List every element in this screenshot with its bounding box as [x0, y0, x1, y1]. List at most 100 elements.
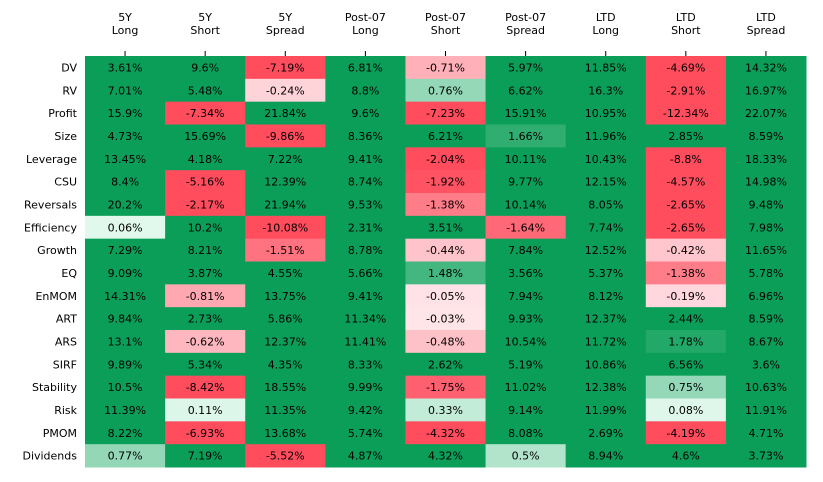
cell-dv-ltd-spread — [725, 56, 807, 80]
cell-pmom-ltd-short — [645, 421, 727, 445]
cell-growth-ltd-spread — [725, 238, 807, 262]
row-label-sirf: SIRF — [53, 358, 77, 371]
cell-label-leverage-5y-spread: 7.22% — [268, 153, 303, 166]
cell-risk-5y-spread — [245, 398, 326, 422]
cell-label-sirf-5y-short: 5.34% — [188, 358, 223, 371]
cell-reversals-post-07-short — [405, 193, 487, 217]
cell-label-dv-post-07-short: -0.71% — [426, 61, 465, 74]
cell-label-dividends-ltd-short: 4.6% — [672, 450, 700, 463]
col-header-post-07-long-line2: Long — [352, 24, 379, 37]
cell-dividends-ltd-long — [565, 444, 647, 468]
cell-label-pmom-5y-long: 8.22% — [108, 427, 143, 440]
row-label-risk: Risk — [54, 404, 77, 417]
cell-label-profit-post-07-spread: 15.91% — [505, 107, 547, 120]
heatmap-cells: 3.61% 9.6% -7.19% 6.81% -0.71% 5.97% 11.85% -4.… — [85, 56, 807, 468]
cell-growth-5y-long — [85, 238, 166, 262]
cell-dv-5y-long — [85, 56, 166, 80]
cell-rv-ltd-short — [645, 78, 727, 103]
cell-label-rv-5y-spread: -0.24% — [266, 84, 305, 97]
cell-pmom-5y-long — [85, 421, 166, 445]
cell-label-dividends-post-07-spread: 0.5% — [512, 450, 540, 463]
cell-label-stability-5y-long: 10.5% — [108, 381, 143, 394]
cell-label-size-5y-short: 15.69% — [184, 130, 226, 143]
cell-label-profit-ltd-long: 10.95% — [585, 107, 627, 120]
cell-label-art-5y-short: 2.73% — [188, 313, 223, 326]
cell-rv-5y-spread — [245, 78, 326, 103]
cell-label-risk-post-07-spread: 9.14% — [508, 404, 543, 417]
cell-profit-post-07-short — [405, 101, 487, 125]
cell-label-dividends-ltd-long: 8.94% — [588, 450, 623, 463]
col-header-5y-short-line1: 5Y — [198, 11, 212, 24]
cell-label-growth-post-07-short: -0.44% — [426, 244, 465, 257]
cell-label-pmom-post-07-long: 5.74% — [348, 427, 383, 440]
row-label-eq: EQ — [61, 267, 77, 280]
cell-label-risk-5y-long: 11.39% — [104, 404, 146, 417]
col-header-5y-long-line1: 5Y — [118, 11, 132, 24]
cell-size-ltd-spread — [725, 124, 807, 148]
cell-dividends-5y-spread — [245, 444, 326, 468]
cell-label-ars-post-07-spread: 10.54% — [505, 335, 547, 348]
cell-art-5y-long — [85, 307, 166, 331]
cell-label-rv-post-07-short: 0.76% — [428, 84, 463, 97]
cell-label-pmom-ltd-spread: 4.71% — [748, 427, 783, 440]
cell-stability-5y-short — [165, 375, 246, 399]
cell-label-profit-5y-short: -7.34% — [186, 107, 225, 120]
cell-efficiency-ltd-short — [645, 215, 727, 240]
cell-label-enmom-5y-spread: 13.75% — [264, 290, 306, 303]
cell-risk-ltd-spread — [725, 398, 807, 422]
cell-label-leverage-ltd-short: -8.8% — [670, 153, 702, 166]
cell-label-csu-5y-short: -5.16% — [186, 176, 225, 189]
cell-dividends-5y-short — [165, 444, 246, 468]
cell-profit-5y-long — [85, 101, 166, 125]
cell-stability-5y-spread — [245, 375, 326, 399]
cell-label-risk-post-07-short: 0.33% — [428, 404, 463, 417]
cell-dividends-post-07-short — [405, 444, 487, 468]
cell-label-art-ltd-short: 2.44% — [668, 313, 703, 326]
cell-label-stability-5y-short: -8.42% — [186, 381, 225, 394]
cell-label-rv-5y-short: 5.48% — [188, 84, 223, 97]
cell-label-profit-5y-spread: 21.84% — [264, 107, 306, 120]
cell-reversals-5y-long — [85, 193, 166, 217]
cell-growth-post-07-spread — [485, 238, 567, 262]
cell-art-5y-short — [165, 307, 246, 331]
cell-ars-post-07-long — [325, 330, 406, 354]
cell-label-size-ltd-short: 2.85% — [668, 130, 703, 143]
cell-label-dividends-ltd-spread: 3.73% — [748, 450, 783, 463]
cell-label-pmom-5y-short: -6.93% — [186, 427, 225, 440]
cell-label-sirf-post-07-long: 8.33% — [348, 358, 383, 371]
cell-reversals-5y-spread — [245, 193, 326, 217]
cell-label-csu-post-07-long: 8.74% — [348, 176, 383, 189]
cell-label-sirf-post-07-short: 2.62% — [428, 358, 463, 371]
cell-label-size-ltd-long: 11.96% — [585, 130, 627, 143]
cell-risk-post-07-short — [405, 398, 487, 422]
cell-label-reversals-5y-spread: 21.94% — [264, 198, 306, 211]
cell-label-reversals-post-07-short: -1.38% — [426, 198, 465, 211]
cell-art-5y-spread — [245, 307, 326, 331]
cell-ars-5y-short — [165, 330, 246, 354]
cell-leverage-ltd-short — [645, 147, 727, 171]
cell-label-leverage-5y-short: 4.18% — [188, 153, 223, 166]
cell-stability-ltd-long — [565, 375, 647, 399]
col-header-post-07-short-line2: Short — [431, 24, 461, 37]
cell-label-art-ltd-long: 12.37% — [585, 313, 627, 326]
cell-pmom-5y-short — [165, 421, 246, 445]
row-label-ars: ARS — [55, 335, 77, 348]
cell-label-eq-ltd-short: -1.38% — [666, 267, 705, 280]
cell-label-csu-post-07-spread: 9.77% — [508, 176, 543, 189]
cell-enmom-post-07-long — [325, 284, 406, 308]
cell-label-sirf-ltd-spread: 3.6% — [752, 358, 780, 371]
row-label-enmom: EnMOM — [35, 290, 77, 303]
cell-label-ars-5y-spread: 12.37% — [264, 335, 306, 348]
cell-ars-post-07-short — [405, 330, 487, 354]
cell-enmom-ltd-spread — [725, 284, 807, 308]
cell-rv-post-07-spread — [485, 78, 567, 103]
cell-art-ltd-spread — [725, 307, 807, 331]
cell-label-art-post-07-short: -0.03% — [426, 313, 465, 326]
cell-label-leverage-post-07-long: 9.41% — [348, 153, 383, 166]
cell-label-sirf-ltd-long: 10.86% — [585, 358, 627, 371]
cell-sirf-5y-short — [165, 352, 246, 377]
row-labels: DV RV Profit Size Leverage CSU Reversals Effici… — [22, 61, 77, 462]
row-label-stability: Stability — [32, 381, 78, 394]
cell-label-pmom-5y-spread: 13.68% — [264, 427, 306, 440]
cell-stability-5y-long — [85, 375, 166, 399]
